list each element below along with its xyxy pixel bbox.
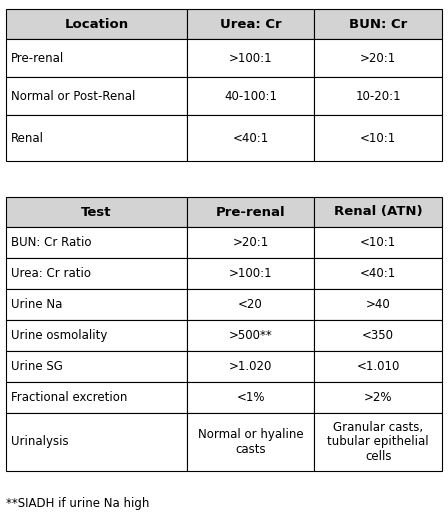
Bar xyxy=(187,115,314,161)
Bar xyxy=(314,413,442,471)
Text: <20: <20 xyxy=(238,298,263,311)
Text: BUN: Cr Ratio: BUN: Cr Ratio xyxy=(11,236,91,249)
Bar xyxy=(187,9,314,39)
Text: <40:1: <40:1 xyxy=(233,132,269,145)
Text: **SIADH if urine Na high: **SIADH if urine Na high xyxy=(6,497,149,510)
Text: <350: <350 xyxy=(362,329,394,342)
Text: Fractional excretion: Fractional excretion xyxy=(11,391,127,404)
Bar xyxy=(6,227,187,258)
Text: >1.020: >1.020 xyxy=(229,360,272,373)
Bar xyxy=(187,258,314,289)
Bar xyxy=(314,39,442,77)
Text: Normal or Post-Renal: Normal or Post-Renal xyxy=(11,90,135,103)
Text: <1%: <1% xyxy=(237,391,265,404)
Text: 10-20:1: 10-20:1 xyxy=(355,90,401,103)
Bar xyxy=(314,258,442,289)
Bar xyxy=(187,197,314,227)
Text: >100:1: >100:1 xyxy=(229,51,272,64)
Text: Granular casts,
tubular epithelial
cells: Granular casts, tubular epithelial cells xyxy=(327,420,429,464)
Bar xyxy=(6,115,187,161)
Text: Normal or hyaline
casts: Normal or hyaline casts xyxy=(198,428,303,456)
Text: Urine osmolality: Urine osmolality xyxy=(11,329,108,342)
Bar xyxy=(6,9,187,39)
Text: Urine Na: Urine Na xyxy=(11,298,62,311)
Text: <40:1: <40:1 xyxy=(360,267,396,280)
Bar xyxy=(314,382,442,413)
Bar xyxy=(187,77,314,115)
Bar xyxy=(6,258,187,289)
Text: Test: Test xyxy=(81,205,112,219)
Bar xyxy=(6,351,187,382)
Bar xyxy=(187,413,314,471)
Bar xyxy=(187,382,314,413)
Text: Renal: Renal xyxy=(11,132,44,145)
Bar xyxy=(314,197,442,227)
Bar xyxy=(6,77,187,115)
Bar xyxy=(6,197,187,227)
Bar xyxy=(187,320,314,351)
Bar xyxy=(6,289,187,320)
Text: >20:1: >20:1 xyxy=(360,51,396,64)
Bar xyxy=(314,9,442,39)
Text: >20:1: >20:1 xyxy=(233,236,269,249)
Bar xyxy=(314,227,442,258)
Bar xyxy=(187,351,314,382)
Text: Urine SG: Urine SG xyxy=(11,360,63,373)
Text: Renal (ATN): Renal (ATN) xyxy=(334,205,422,219)
Text: >100:1: >100:1 xyxy=(229,267,272,280)
Text: <10:1: <10:1 xyxy=(360,236,396,249)
Bar xyxy=(314,77,442,115)
Text: Urea: Cr: Urea: Cr xyxy=(220,17,281,30)
Text: >2%: >2% xyxy=(364,391,392,404)
Bar xyxy=(187,289,314,320)
Text: Location: Location xyxy=(65,17,129,30)
Bar xyxy=(187,227,314,258)
Bar xyxy=(6,320,187,351)
Bar xyxy=(6,413,187,471)
Bar xyxy=(314,289,442,320)
Bar xyxy=(187,39,314,77)
Bar xyxy=(314,351,442,382)
Bar xyxy=(6,39,187,77)
Bar xyxy=(314,320,442,351)
Text: 40-100:1: 40-100:1 xyxy=(224,90,277,103)
Text: >500**: >500** xyxy=(229,329,272,342)
Text: Pre-renal: Pre-renal xyxy=(11,51,64,64)
Text: BUN: Cr: BUN: Cr xyxy=(349,17,407,30)
Text: <10:1: <10:1 xyxy=(360,132,396,145)
Text: >40: >40 xyxy=(366,298,391,311)
Bar xyxy=(6,382,187,413)
Bar xyxy=(314,115,442,161)
Text: <1.010: <1.010 xyxy=(357,360,400,373)
Text: Pre-renal: Pre-renal xyxy=(216,205,285,219)
Text: Urea: Cr ratio: Urea: Cr ratio xyxy=(11,267,91,280)
Text: Urinalysis: Urinalysis xyxy=(11,435,69,449)
